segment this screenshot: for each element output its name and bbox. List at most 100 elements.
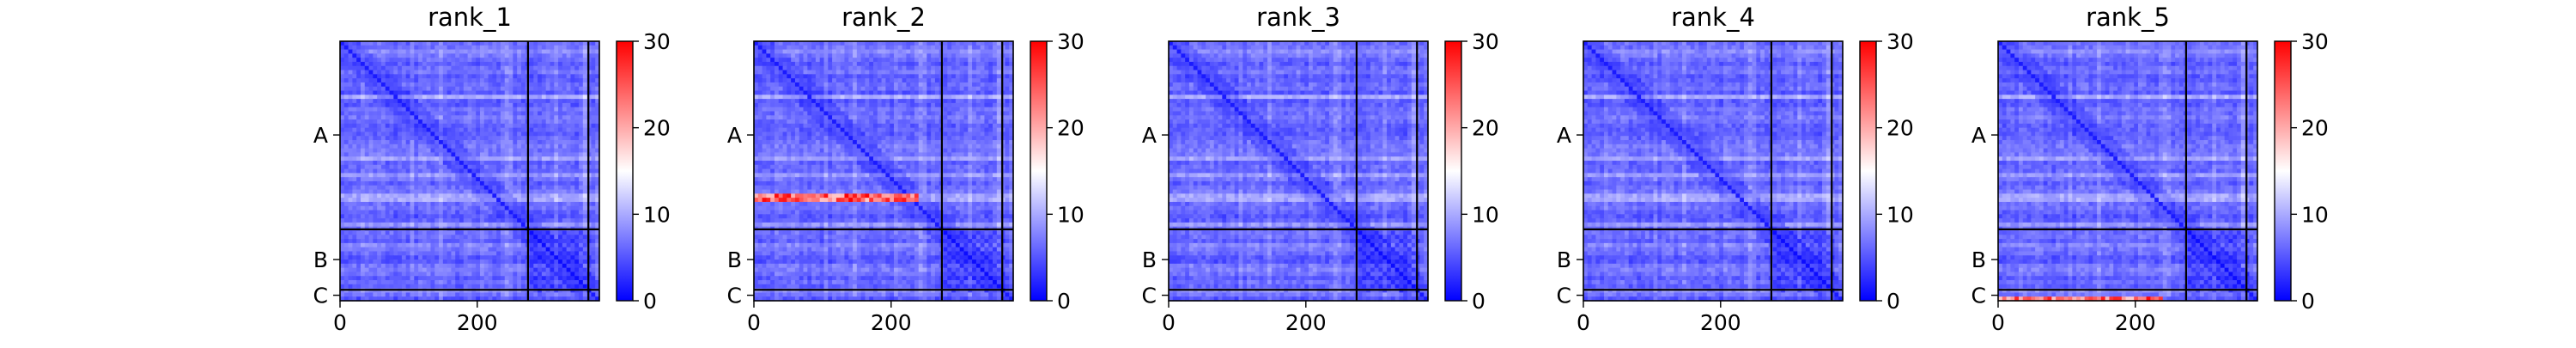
heatmap-cell <box>393 177 398 181</box>
heatmap-cell <box>381 152 386 156</box>
heatmap-cell <box>398 115 402 119</box>
heatmap-cell <box>591 115 595 119</box>
heatmap-cell <box>533 292 538 296</box>
heatmap-cell <box>538 50 542 54</box>
heatmap-cell <box>393 62 398 66</box>
heatmap-cell <box>546 268 550 272</box>
heatmap-cell <box>944 50 948 54</box>
heatmap-cell <box>377 284 381 289</box>
heatmap-cell <box>489 198 493 202</box>
heatmap-cell <box>352 111 356 115</box>
heatmap-cell <box>853 78 857 82</box>
heatmap-cell <box>567 103 571 107</box>
heatmap-cell <box>579 119 583 124</box>
heatmap-cell <box>906 62 910 66</box>
heatmap-cell <box>828 87 832 91</box>
heatmap-cell <box>509 231 513 235</box>
heatmap-cell <box>501 91 505 95</box>
heatmap-cell <box>574 243 579 247</box>
heatmap-cell <box>853 66 857 70</box>
heatmap-cell <box>489 156 493 161</box>
heatmap-cell <box>471 284 476 289</box>
heatmap-cell <box>476 107 480 112</box>
heatmap-cell <box>489 186 493 190</box>
heatmap-cell <box>501 292 505 296</box>
heatmap-cell <box>775 62 779 66</box>
heatmap-cell <box>554 99 558 103</box>
heatmap-cell <box>434 198 439 202</box>
heatmap-cell <box>848 99 853 103</box>
heatmap-cell <box>567 140 571 144</box>
heatmap-cell <box>369 87 374 91</box>
heatmap-cell <box>927 53 931 58</box>
heatmap-cell <box>471 156 476 161</box>
heatmap-cell <box>398 111 402 115</box>
heatmap-cell <box>869 41 873 46</box>
heatmap-cell <box>492 70 496 75</box>
heatmap-cell <box>931 78 935 82</box>
heatmap-cell <box>471 235 476 239</box>
heatmap-cell <box>865 53 869 58</box>
heatmap-cell <box>530 62 534 66</box>
heatmap-cell <box>583 190 587 194</box>
heatmap-cell <box>574 140 579 144</box>
heatmap-cell <box>381 186 386 190</box>
heatmap-cell <box>414 206 418 211</box>
heatmap-cell <box>451 53 455 58</box>
heatmap-cell <box>340 149 344 153</box>
heatmap-cell <box>406 74 410 78</box>
heatmap-cell <box>455 128 459 132</box>
heatmap-cell <box>579 190 583 194</box>
heatmap-cell <box>471 255 476 259</box>
heatmap-cell <box>422 74 427 78</box>
heatmap-cell <box>517 284 521 289</box>
heatmap-cell <box>377 128 381 132</box>
heatmap-cell <box>427 231 431 235</box>
heatmap-cell <box>779 66 783 70</box>
heatmap-cell <box>583 82 587 87</box>
heatmap-cell <box>422 186 427 190</box>
heatmap-cell <box>492 231 496 235</box>
heatmap-cell <box>349 66 353 70</box>
heatmap-cell <box>476 292 480 296</box>
heatmap-cell <box>931 82 935 87</box>
heatmap-cell <box>997 87 1001 91</box>
heatmap-cell <box>434 161 439 165</box>
heatmap-cell <box>451 58 455 62</box>
heatmap-cell <box>521 99 526 103</box>
heatmap-cell <box>505 231 509 235</box>
heatmap-cell <box>533 58 538 62</box>
heatmap-cell <box>914 78 919 82</box>
heatmap-cell <box>542 107 546 112</box>
heatmap-cell <box>505 272 509 276</box>
heatmap-cell <box>882 103 886 107</box>
heatmap-cell <box>496 186 501 190</box>
heatmap-cell <box>352 255 356 259</box>
heatmap-cell <box>434 284 439 289</box>
heatmap-cell <box>455 95 459 99</box>
heatmap-cell <box>787 95 791 99</box>
heatmap-cell <box>509 66 513 70</box>
heatmap-cell <box>574 292 579 296</box>
heatmap-cell <box>513 87 517 91</box>
heatmap-cell <box>381 272 386 276</box>
heatmap-cell <box>480 198 484 202</box>
heatmap-cell <box>443 62 447 66</box>
heatmap-cell <box>533 190 538 194</box>
heatmap-cell <box>799 53 804 58</box>
heatmap-cell <box>447 95 452 99</box>
heatmap-cell <box>951 91 956 95</box>
heatmap-cell <box>443 119 447 124</box>
heatmap-cell <box>505 95 509 99</box>
heatmap-cell <box>766 95 770 99</box>
heatmap-cell <box>550 169 554 174</box>
heatmap-cell <box>402 165 406 169</box>
heatmap-cell <box>501 284 505 289</box>
heatmap-cell <box>509 247 513 252</box>
heatmap-cell <box>841 103 845 107</box>
heatmap-cell <box>762 62 767 66</box>
heatmap-cell <box>340 231 344 235</box>
heatmap-cell <box>430 82 434 87</box>
heatmap-cell <box>583 198 587 202</box>
heatmap-cell <box>398 91 402 95</box>
